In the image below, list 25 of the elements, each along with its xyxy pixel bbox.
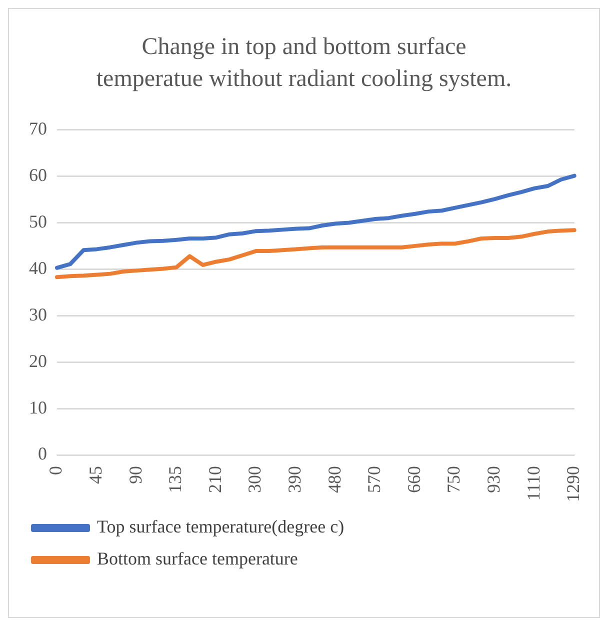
y-tick-label: 70 [29, 118, 47, 139]
y-tick-label: 60 [29, 164, 47, 185]
x-tick-label: 210 [204, 466, 225, 493]
x-tick-label: 1290 [563, 466, 584, 502]
x-tick-label: 930 [484, 466, 504, 493]
chart-title: Change in top and bottom surface temperatue without radiant cooling system. [95, 33, 513, 94]
x-tick-label: 45 [86, 466, 106, 484]
x-tick-label: 480 [324, 466, 344, 493]
x-tick-label: 660 [404, 466, 424, 493]
y-tick-label: 0 [38, 444, 47, 464]
y-tick-label: 20 [29, 350, 47, 371]
x-tick-label: 570 [364, 466, 384, 493]
legend-label: Bottom surface temperature [97, 548, 298, 569]
y-tick-label: 50 [29, 211, 47, 232]
x-tick-label: 390 [284, 466, 305, 493]
x-tick-label: 135 [165, 466, 186, 493]
x-tick-label: 1110 [523, 466, 544, 501]
y-tick-label: 30 [29, 304, 47, 324]
x-tick-label: 0 [46, 466, 66, 475]
x-tick-label: 750 [444, 466, 464, 493]
x-tick-label: 90 [125, 466, 146, 484]
legend-label: Top surface temperature(degree c) [97, 516, 344, 537]
y-tick-label: 40 [29, 258, 47, 278]
y-tick-label: 10 [29, 397, 47, 418]
x-tick-label: 300 [244, 466, 265, 493]
